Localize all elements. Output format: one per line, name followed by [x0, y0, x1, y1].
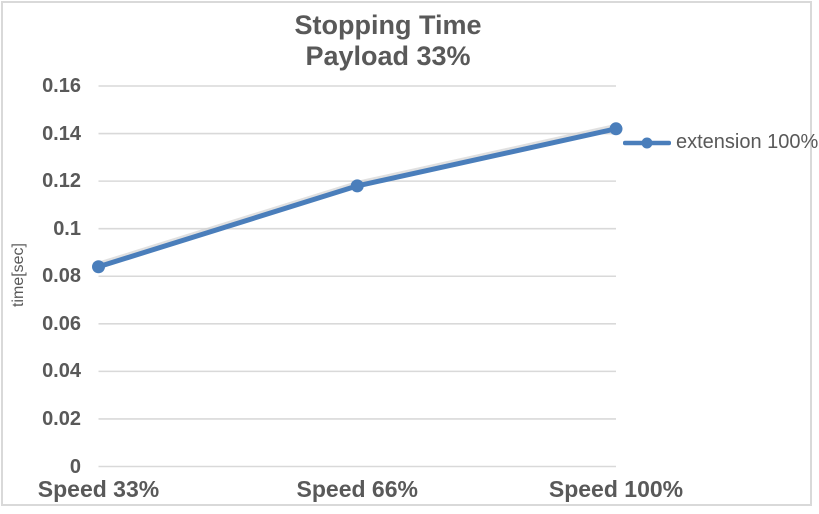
y-axis-tick-label: 0.1 — [53, 217, 81, 240]
y-axis-tick-label: 0.12 — [42, 170, 81, 193]
x-axis-label: Speed 100% — [548, 476, 684, 502]
legend-series-marker-icon — [623, 137, 671, 148]
chart-title-line1: Stopping Time — [294, 10, 482, 40]
x-axis-label: Speed 66% — [296, 476, 418, 502]
y-axis-tick-label: 0.08 — [42, 265, 81, 288]
legend[interactable]: extension 100% — [623, 130, 818, 155]
legend-label: extension 100% — [676, 131, 819, 153]
chart-title-line2: Payload 33% — [305, 41, 471, 71]
x-axis-label: Speed 33% — [37, 476, 160, 502]
y-axis-tick-label: 0.04 — [42, 360, 81, 383]
y-axis-tick-label: 0.06 — [42, 312, 81, 335]
y-axis-tick-label: 0 — [69, 455, 81, 478]
data-point-marker[interactable] — [609, 122, 623, 136]
chart-title: Stopping Time Payload 33% — [3, 10, 773, 72]
y-axis-tick-label: 0.02 — [42, 407, 81, 430]
plot-area[interactable] — [3, 3, 819, 514]
series-line[interactable] — [96, 126, 619, 270]
y-axis-tick-label: 0.16 — [42, 75, 81, 97]
y-axis-tick-label: 0.14 — [42, 122, 81, 145]
data-point-marker[interactable] — [350, 179, 364, 193]
data-point-marker[interactable] — [92, 260, 105, 274]
